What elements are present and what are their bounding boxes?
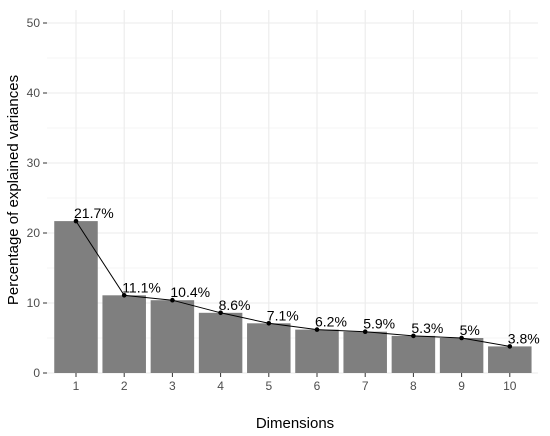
y-tick-label: 0 (33, 366, 40, 380)
trend-points (73, 218, 513, 349)
x-tick-label: 6 (314, 379, 321, 393)
x-tick-label: 5 (265, 379, 272, 393)
bar (488, 346, 532, 373)
trend-line (75, 220, 510, 347)
trend-point (507, 344, 513, 349)
x-tick-label: 10 (503, 379, 517, 393)
trend-point (121, 293, 127, 298)
y-tick-label: 50 (27, 16, 41, 30)
y-tick-label: 40 (27, 86, 41, 100)
trend-point (170, 297, 175, 303)
data-label: 3.8% (508, 330, 540, 346)
bar (54, 221, 98, 373)
data-label: 8.6% (219, 297, 251, 313)
x-tick-label: 9 (458, 379, 465, 393)
x-tick-label: 4 (217, 379, 224, 393)
trend-point (459, 335, 464, 341)
bar (198, 312, 243, 373)
y-tick-label: 10 (27, 296, 41, 310)
bar (439, 338, 484, 373)
bar (295, 329, 339, 373)
y-tick-label: 30 (27, 156, 41, 170)
data-label: 7.1% (267, 307, 299, 323)
y-axis-title: Percentage of explained variances (5, 75, 22, 305)
trend-point (411, 333, 416, 339)
x-tick-label: 1 (73, 379, 80, 393)
x-axis-title: Dimensions (256, 415, 334, 432)
y-axis: 0 10 20 30 40 50 (27, 16, 47, 380)
data-label: 10.4% (170, 284, 210, 300)
x-tick-label: 2 (121, 379, 128, 393)
y-tick-label: 20 (27, 226, 41, 240)
data-label: 5.9% (363, 316, 395, 332)
bar (150, 300, 195, 373)
bars (54, 221, 532, 373)
data-label: 6.2% (315, 314, 347, 330)
x-tick-label: 3 (169, 379, 176, 393)
x-tick-label: 7 (362, 379, 369, 393)
data-label: 11.1% (122, 279, 161, 295)
data-label: 21.7% (74, 205, 114, 221)
trend-point (362, 329, 368, 335)
data-labels: 21.7% 11.1% 10.4% 8.6% 7.1% 6.2% 5.9% 5.3% 5% 3.8… (74, 205, 540, 346)
trend-point (266, 321, 272, 326)
bar (391, 335, 436, 373)
bar (247, 323, 291, 373)
data-label: 5% (460, 322, 480, 338)
trend-point (73, 218, 79, 224)
bar (102, 295, 146, 373)
bar (343, 331, 387, 373)
x-axis: 1 2 3 4 5 6 7 8 9 10 (73, 373, 517, 393)
trend-point (218, 310, 223, 316)
major-gridlines (47, 10, 538, 374)
data-label: 5.3% (411, 320, 443, 336)
x-tick-label: 8 (410, 379, 417, 393)
trend-point (314, 327, 320, 332)
